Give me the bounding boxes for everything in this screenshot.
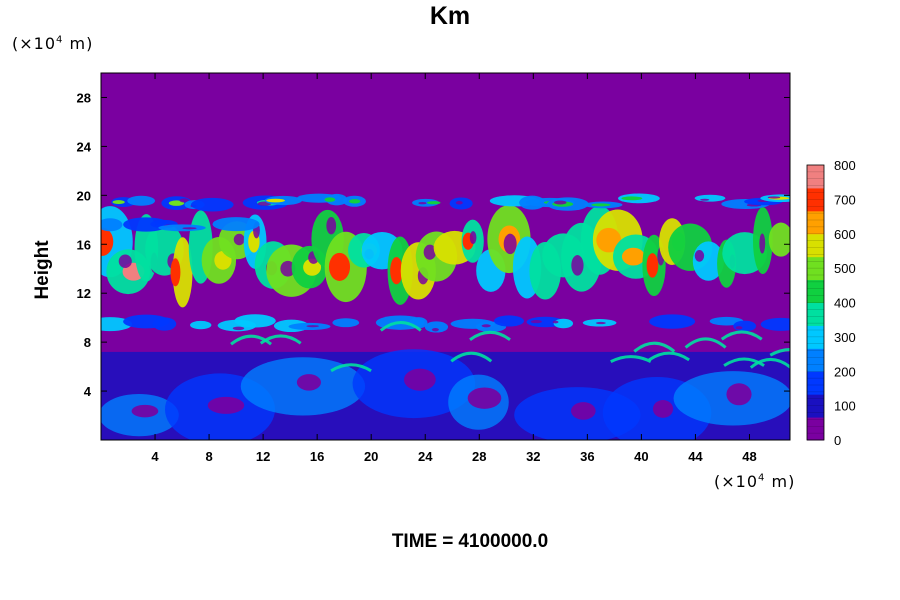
- y-tick-label: 4: [84, 384, 92, 399]
- chart-title: Km: [429, 2, 471, 30]
- colorbar-swatch: [807, 417, 824, 441]
- colorbar-tick-label: 600: [834, 227, 856, 242]
- colorbar-swatch: [807, 165, 824, 189]
- heatmap-field: [101, 73, 790, 440]
- time-readout: TIME = 4100000.0: [391, 531, 549, 552]
- colorbar-tick-label: 300: [834, 330, 856, 345]
- colorbar: 0 100 200 300 400 500 600 700 800: [806, 158, 856, 448]
- x-tick-label: 28: [472, 449, 486, 464]
- y-axis: 4 8 12 16 20 24 28: [77, 90, 790, 399]
- x-tick-label: 16: [310, 449, 324, 464]
- colorbar-swatch: [807, 371, 824, 395]
- x-tick-label: 48: [742, 449, 756, 464]
- colorbar-tick-label: 200: [834, 364, 856, 379]
- colorbar-tick-label: 800: [834, 158, 856, 173]
- colorbar-swatch: [807, 210, 824, 235]
- colorbar-swatch: [807, 348, 824, 372]
- y-tick-label: 12: [77, 286, 91, 301]
- y-axis-unit: (×104 m): [12, 34, 94, 53]
- feature-2: [101, 217, 260, 232]
- feature-0: [101, 205, 790, 308]
- colorbar-frame: [806, 164, 825, 441]
- x-tick-label: 24: [418, 449, 433, 464]
- colorbar-swatch: [807, 256, 824, 281]
- time-label: TIME: [391, 531, 438, 552]
- x-tick-label: 32: [526, 449, 540, 464]
- x-tick-label: 36: [580, 449, 594, 464]
- y-tick-label: 16: [77, 237, 91, 252]
- colorbar-swatch: [807, 279, 824, 303]
- colorbar-swatch: [807, 187, 824, 212]
- colorbar-tick-label: 700: [834, 192, 856, 207]
- colorbar-swatch: [807, 325, 824, 349]
- time-value: 4100000.0: [458, 531, 549, 552]
- colorbar-swatch: [807, 302, 824, 326]
- x-axis: 4 8 12 16 20 24 28 32 36 40 44 48: [151, 73, 757, 464]
- x-tick-label: 20: [364, 449, 378, 464]
- x-axis-unit: (×104 m): [714, 472, 796, 491]
- colorbar-tick-label: 400: [834, 296, 856, 311]
- colorbar-swatch: [807, 394, 824, 418]
- colorbar-swatch: [807, 233, 824, 258]
- feature-4: [101, 321, 790, 440]
- plot-frame: [100, 72, 791, 441]
- x-tick-label: 4: [151, 449, 159, 464]
- feature-3: [101, 314, 790, 333]
- y-tick-label: 28: [77, 90, 91, 105]
- colorbar-tick-label: 100: [834, 399, 856, 414]
- y-tick-label: 20: [77, 188, 91, 203]
- y-tick-label: 24: [77, 139, 92, 154]
- x-tick-label: 12: [256, 449, 270, 464]
- colorbar-tick-label: 0: [834, 433, 841, 448]
- x-tick-label: 40: [634, 449, 648, 464]
- colorbar-tick-label: 500: [834, 261, 856, 276]
- feature-1: [111, 193, 790, 212]
- x-tick-label: 8: [205, 449, 212, 464]
- x-tick-label: 44: [688, 449, 703, 464]
- y-tick-label: 8: [84, 335, 91, 350]
